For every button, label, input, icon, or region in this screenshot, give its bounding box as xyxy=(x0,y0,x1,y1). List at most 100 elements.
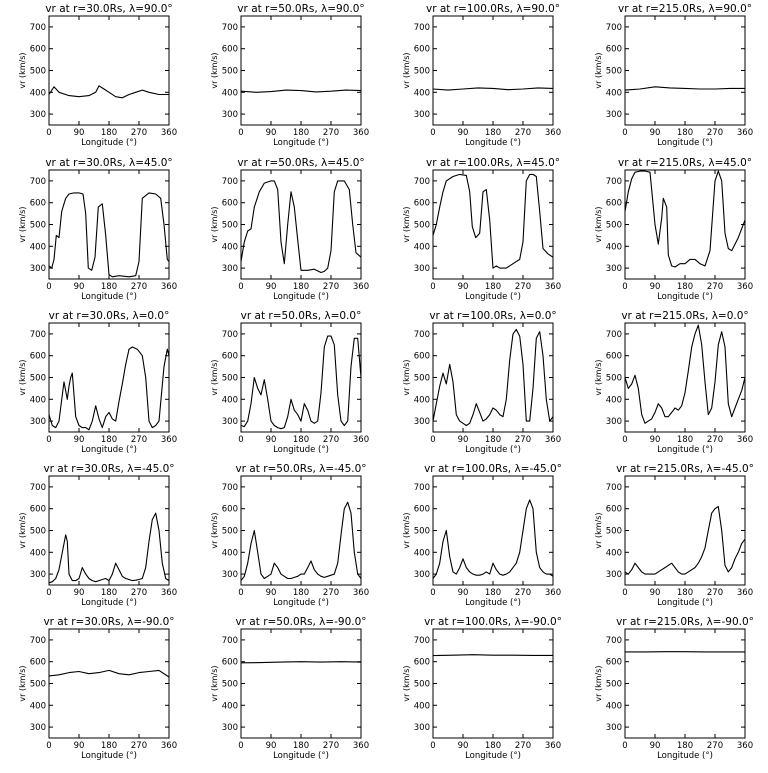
x-tick-label: 0 xyxy=(238,282,243,292)
y-tick-label: 700 xyxy=(606,177,622,187)
x-tick-label: 0 xyxy=(46,588,51,598)
x-tick-label: 180 xyxy=(293,128,309,138)
x-tick-label: 180 xyxy=(677,741,693,751)
y-tick-label: 400 xyxy=(606,701,622,711)
series-line xyxy=(625,171,745,267)
x-tick-label: 360 xyxy=(353,128,369,138)
x-tick-label: 0 xyxy=(46,741,51,751)
x-axis-label: Longitude (°) xyxy=(657,445,713,455)
x-tick-label: 180 xyxy=(485,282,501,292)
x-tick-label: 360 xyxy=(161,435,177,445)
series-line xyxy=(433,330,553,426)
x-axis-label: Longitude (°) xyxy=(81,751,137,761)
x-tick-label: 180 xyxy=(677,128,693,138)
x-tick-label: 90 xyxy=(74,128,85,138)
y-tick-label: 400 xyxy=(222,395,238,405)
y-tick-label: 600 xyxy=(30,658,46,668)
x-tick-label: 0 xyxy=(622,282,627,292)
y-tick-label: 700 xyxy=(222,330,238,340)
x-tick-label: 270 xyxy=(707,588,723,598)
x-tick-label: 90 xyxy=(650,282,661,292)
y-tick-label: 400 xyxy=(606,548,622,558)
x-tick-label: 90 xyxy=(74,741,85,751)
y-tick-label: 600 xyxy=(30,45,46,55)
y-tick-label: 300 xyxy=(606,110,622,120)
y-tick-label: 400 xyxy=(606,395,622,405)
x-tick-label: 360 xyxy=(545,435,561,445)
x-axis-label: Longitude (°) xyxy=(273,445,329,455)
x-axis-label: Longitude (°) xyxy=(657,751,713,761)
plot-frame xyxy=(49,629,169,738)
x-tick-label: 360 xyxy=(737,282,753,292)
panel-title: vr at r=100.0Rs, λ=-90.0° xyxy=(424,616,562,628)
y-tick-label: 300 xyxy=(30,417,46,427)
x-tick-label: 0 xyxy=(430,741,435,751)
y-axis-label: vr (km/s) xyxy=(402,512,411,548)
x-tick-label: 180 xyxy=(101,588,117,598)
panel-title: vr at r=30.0Rs, λ=-45.0° xyxy=(43,463,174,475)
x-tick-label: 180 xyxy=(293,588,309,598)
y-tick-label: 400 xyxy=(222,242,238,252)
y-axis-label: vr (km/s) xyxy=(594,206,603,242)
y-tick-label: 700 xyxy=(414,483,430,493)
y-tick-label: 700 xyxy=(414,177,430,187)
y-tick-label: 400 xyxy=(606,242,622,252)
x-tick-label: 360 xyxy=(545,741,561,751)
panel-title: vr at r=100.0Rs, λ=-45.0° xyxy=(424,463,562,475)
x-tick-label: 0 xyxy=(238,128,243,138)
y-tick-label: 400 xyxy=(222,88,238,98)
plot-frame xyxy=(625,629,745,738)
y-tick-label: 700 xyxy=(222,636,238,646)
y-axis-label: vr (km/s) xyxy=(18,359,27,395)
y-tick-label: 400 xyxy=(414,395,430,405)
y-tick-label: 300 xyxy=(414,723,430,733)
y-tick-label: 700 xyxy=(222,177,238,187)
series-line xyxy=(241,502,361,580)
x-tick-label: 90 xyxy=(458,128,469,138)
series-line xyxy=(433,500,553,579)
y-tick-label: 700 xyxy=(606,330,622,340)
x-tick-label: 270 xyxy=(323,128,339,138)
y-tick-label: 600 xyxy=(414,658,430,668)
series-line xyxy=(433,88,553,90)
plot-frame xyxy=(625,170,745,279)
x-tick-label: 360 xyxy=(737,435,753,445)
y-tick-label: 400 xyxy=(30,88,46,98)
x-tick-label: 0 xyxy=(238,435,243,445)
y-tick-label: 600 xyxy=(606,505,622,515)
y-tick-label: 500 xyxy=(30,680,46,690)
panel-title: vr at r=50.0Rs, λ=45.0° xyxy=(237,157,364,169)
panel-title: vr at r=30.0Rs, λ=45.0° xyxy=(45,157,172,169)
y-tick-label: 700 xyxy=(30,23,46,33)
x-tick-label: 270 xyxy=(323,282,339,292)
series-line xyxy=(49,193,169,277)
x-tick-label: 360 xyxy=(545,282,561,292)
y-tick-label: 400 xyxy=(414,242,430,252)
x-tick-label: 270 xyxy=(131,128,147,138)
x-tick-label: 180 xyxy=(101,282,117,292)
x-tick-label: 270 xyxy=(707,282,723,292)
x-axis-label: Longitude (°) xyxy=(273,138,329,148)
series-line xyxy=(49,86,169,98)
x-tick-label: 180 xyxy=(485,741,501,751)
x-tick-label: 270 xyxy=(515,282,531,292)
y-tick-label: 500 xyxy=(222,221,238,231)
x-axis-label: Longitude (°) xyxy=(465,445,521,455)
plot-frame xyxy=(241,629,361,738)
x-axis-label: Longitude (°) xyxy=(465,138,521,148)
y-axis-label: vr (km/s) xyxy=(594,52,603,88)
x-tick-label: 360 xyxy=(161,128,177,138)
y-axis-label: vr (km/s) xyxy=(210,512,219,548)
y-tick-label: 400 xyxy=(30,701,46,711)
x-tick-label: 270 xyxy=(515,435,531,445)
y-axis-label: vr (km/s) xyxy=(594,665,603,701)
x-tick-label: 270 xyxy=(131,435,147,445)
y-axis-label: vr (km/s) xyxy=(210,206,219,242)
x-axis-label: Longitude (°) xyxy=(465,751,521,761)
x-tick-label: 270 xyxy=(515,741,531,751)
x-tick-label: 180 xyxy=(293,435,309,445)
